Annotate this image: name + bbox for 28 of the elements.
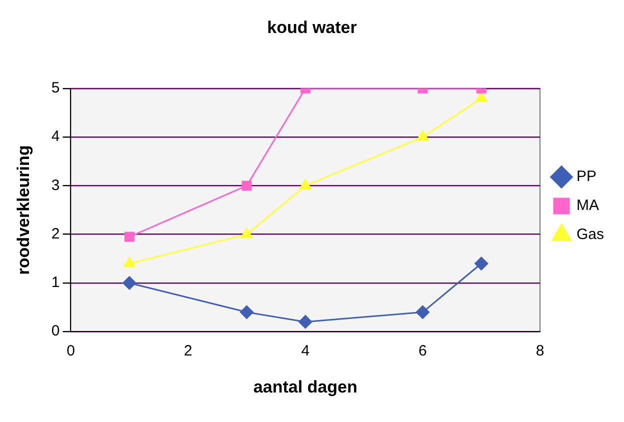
x-tick-label: 4 xyxy=(301,342,310,360)
x-tick-label: 2 xyxy=(184,342,192,360)
point xyxy=(298,315,312,329)
y-tick-label: 1 xyxy=(51,274,60,292)
y-tick-label: 4 xyxy=(51,128,60,146)
point xyxy=(240,305,254,319)
y-tick-label: 2 xyxy=(51,225,60,242)
point xyxy=(240,228,253,238)
point xyxy=(242,180,252,191)
x-tick-label: 0 xyxy=(66,342,75,360)
point xyxy=(416,305,430,319)
point xyxy=(122,276,136,290)
point xyxy=(474,256,488,270)
point xyxy=(299,178,312,190)
point xyxy=(416,130,429,141)
legend-label: Gas xyxy=(576,226,604,244)
x-axis-title: aantal dagen xyxy=(253,377,358,396)
legend-label: MA xyxy=(576,197,599,214)
legend-label: PP xyxy=(576,168,597,186)
y-axis-title: roodverkleuring xyxy=(14,145,33,275)
point xyxy=(124,232,134,242)
x-tick-label: 6 xyxy=(418,342,427,360)
y-tick-label: 0 xyxy=(51,322,60,340)
chart-title: koud water xyxy=(267,18,358,37)
y-tick-label: 3 xyxy=(51,176,60,194)
point xyxy=(123,256,136,268)
x-tick-label: 8 xyxy=(536,342,544,360)
y-tick-label: 5 xyxy=(51,80,60,97)
